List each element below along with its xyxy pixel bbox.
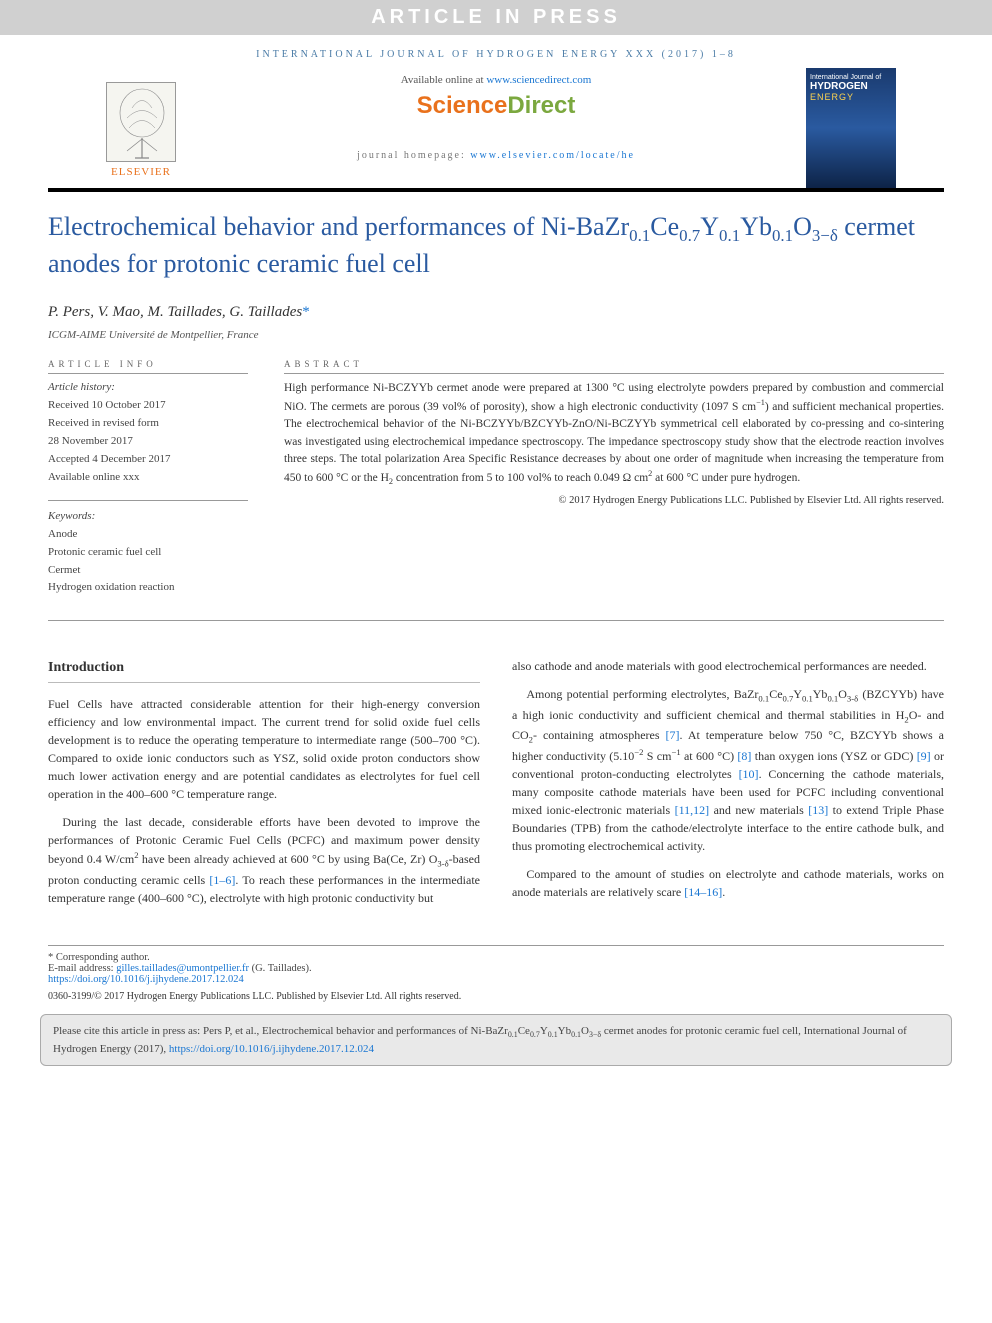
right-column: also cathode and anode materials with go… [512,657,944,916]
intro-heading: Introduction [48,657,480,683]
abstract: ABSTRACT High performance Ni-BCZYYb cerm… [284,359,944,610]
article-info: ARTICLE INFO Article history: Received 1… [48,359,248,610]
body-text: Introduction Fuel Cells have attracted c… [48,657,944,916]
keyword: Cermet [48,563,248,579]
email-line: E-mail address: gilles.taillades@umontpe… [48,963,944,974]
email-link[interactable]: gilles.taillades@umontpellier.fr [116,963,249,974]
in-press-banner: ARTICLE IN PRESS [0,0,992,35]
elsevier-tree-icon [106,82,176,162]
journal-header: INTERNATIONAL JOURNAL OF HYDROGEN ENERGY… [0,35,992,68]
abstract-body: High performance Ni-BCZYYb cermet anode … [284,380,944,489]
cover-line3: ENERGY [810,92,892,102]
keyword: Anode [48,527,248,543]
keywords-label: Keywords: [48,509,248,525]
header-center: Available online at www.sciencedirect.co… [186,68,806,175]
doi-link[interactable]: https://doi.org/10.1016/j.ijhydene.2017.… [48,974,244,985]
para: Among potential performing electrolytes,… [512,685,944,855]
sciencedirect-link[interactable]: www.sciencedirect.com [486,74,591,86]
history-label: Article history: [48,380,248,396]
authors: P. Pers, V. Mao, M. Taillades, G. Tailla… [48,304,944,321]
affiliation: ICGM-AIME Université de Montpellier, Fra… [48,329,944,341]
keyword: Hydrogen oxidation reaction [48,580,248,596]
info-heading: ARTICLE INFO [48,359,248,374]
para: also cathode and anode materials with go… [512,657,944,675]
journal-cover[interactable]: International Journal of HYDROGEN ENERGY [806,68,896,188]
para: Compared to the amount of studies on ele… [512,865,944,901]
history-received: Received 10 October 2017 [48,398,248,414]
para: Fuel Cells have attracted considerable a… [48,695,480,803]
citation-box: Please cite this article in press as: Pe… [40,1014,952,1067]
abstract-heading: ABSTRACT [284,359,944,374]
article-title: Electrochemical behavior and performance… [48,210,944,280]
elsevier-logo[interactable]: ELSEVIER [96,68,186,178]
top-section: ELSEVIER Available online at www.science… [48,68,944,192]
footnotes: * Corresponding author. E-mail address: … [48,945,944,985]
cover-line2: HYDROGEN [810,81,892,92]
keyword: Protonic ceramic fuel cell [48,545,248,561]
elsevier-label: ELSEVIER [111,166,171,178]
copyright: © 2017 Hydrogen Energy Publications LLC.… [284,495,944,506]
para: During the last decade, considerable eff… [48,813,480,906]
history-revised1: Received in revised form [48,416,248,432]
corresponding-note: * Corresponding author. [48,952,944,963]
history-accepted: Accepted 4 December 2017 [48,452,248,468]
journal-homepage: journal homepage: www.elsevier.com/locat… [186,150,806,161]
history-online: Available online xxx [48,470,248,486]
left-column: Introduction Fuel Cells have attracted c… [48,657,480,916]
cover-line1: International Journal of [810,74,892,81]
issn-copyright: 0360-3199/© 2017 Hydrogen Energy Publica… [48,991,944,1002]
sciencedirect-brand: ScienceDirect [186,92,806,120]
homepage-link[interactable]: www.elsevier.com/locate/he [470,150,635,161]
history-revised2: 28 November 2017 [48,434,248,450]
available-online: Available online at www.sciencedirect.co… [186,74,806,86]
